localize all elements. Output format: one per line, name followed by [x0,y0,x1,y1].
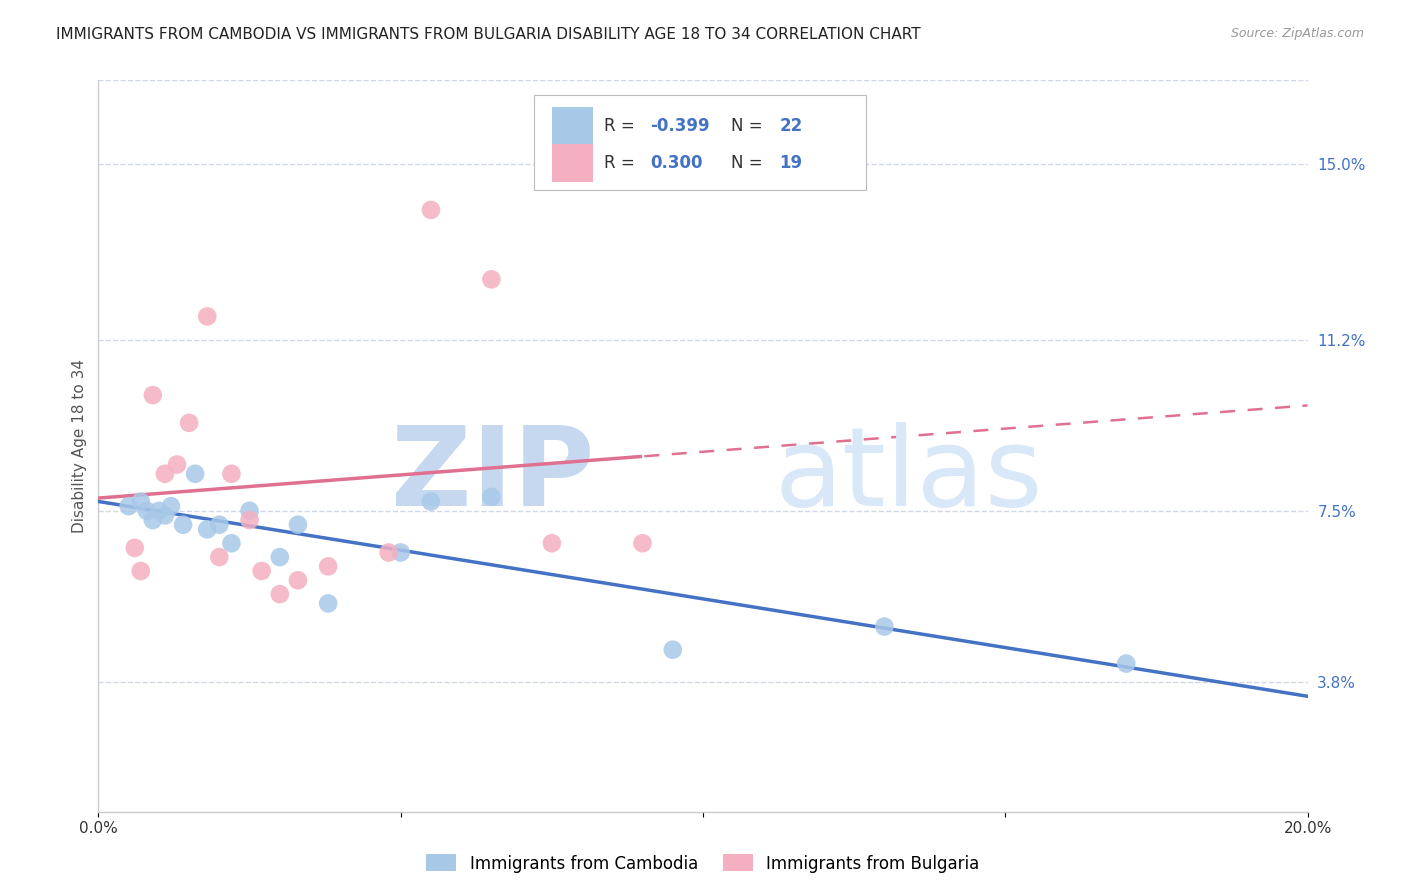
Point [316,559,339,574]
Point [118,499,141,513]
Point [135,504,157,518]
Point [142,513,165,527]
Point [540,536,562,550]
Point [208,517,231,532]
Point [287,517,309,532]
Point [1115,657,1137,671]
Point [389,545,412,559]
Point [195,310,218,324]
Text: ZIP: ZIP [391,422,595,529]
Point [481,490,503,504]
Text: atlas: atlas [775,422,1043,529]
Point [153,508,176,523]
Point [153,467,176,481]
Point [179,416,201,430]
Point [269,587,291,601]
Text: IMMIGRANTS FROM CAMBODIA VS IMMIGRANTS FROM BULGARIA DISABILITY AGE 18 TO 34 COR: IMMIGRANTS FROM CAMBODIA VS IMMIGRANTS F… [56,27,921,42]
Point [316,596,339,610]
Text: 22: 22 [779,118,803,136]
Point [420,202,443,217]
Legend: Immigrants from Cambodia, Immigrants from Bulgaria: Immigrants from Cambodia, Immigrants fro… [420,847,986,880]
Point [195,522,218,536]
Point [184,467,207,481]
Point [269,550,291,565]
Point [148,504,170,518]
Point [166,458,188,472]
FancyBboxPatch shape [534,95,866,190]
Text: -0.399: -0.399 [650,118,710,136]
FancyBboxPatch shape [551,144,593,182]
Point [221,536,243,550]
Text: 0.300: 0.300 [650,154,702,172]
Point [208,550,231,565]
Point [481,272,503,286]
Text: N =: N = [731,118,768,136]
Y-axis label: Disability Age 18 to 34: Disability Age 18 to 34 [72,359,87,533]
Point [239,513,262,527]
Point [129,564,152,578]
Point [420,494,443,508]
Point [661,642,683,657]
Point [287,574,309,588]
Text: N =: N = [731,154,768,172]
Point [250,564,273,578]
Point [377,545,399,559]
Point [873,619,896,633]
Point [129,494,152,508]
Text: R =: R = [603,154,645,172]
Point [221,467,243,481]
Point [172,517,194,532]
Point [124,541,146,555]
Point [160,499,183,513]
Text: 19: 19 [779,154,803,172]
FancyBboxPatch shape [551,107,593,145]
Text: Source: ZipAtlas.com: Source: ZipAtlas.com [1230,27,1364,40]
Point [239,504,262,518]
Point [142,388,165,402]
Text: R =: R = [603,118,640,136]
Point [631,536,654,550]
